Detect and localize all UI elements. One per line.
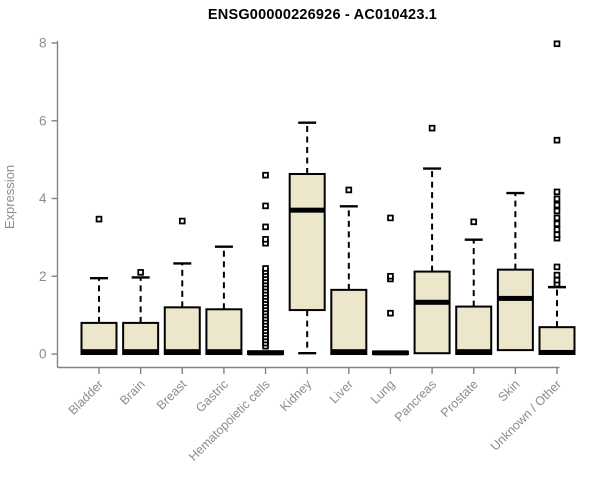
x-tick-label-gastric: Gastric: [193, 377, 231, 415]
median-line: [248, 350, 284, 356]
iqr-box: [163, 306, 201, 356]
outlier-marker: [553, 263, 561, 271]
boxplot-unknown-other: [538, 40, 576, 355]
outlier-marker: [553, 226, 561, 233]
outlier-marker: [387, 272, 394, 280]
outlier-marker: [345, 186, 353, 194]
outlier-marker: [262, 171, 269, 179]
outlier-marker: [262, 236, 269, 243]
iqr-box: [538, 326, 576, 355]
boxplot-prostate: [455, 218, 493, 356]
outlier-marker: [553, 271, 561, 279]
iqr-box: [330, 288, 368, 356]
outlier-marker: [553, 207, 561, 215]
boxplot-gastric: [205, 245, 243, 356]
median-line: [123, 349, 159, 355]
median-line: [81, 349, 117, 355]
outlier-marker: [553, 220, 561, 228]
boxplot-skin: [496, 191, 534, 352]
median-line: [289, 207, 325, 213]
median-line: [456, 349, 492, 355]
outlier-marker: [428, 124, 436, 132]
x-tick-label-kidney: Kidney: [277, 377, 314, 414]
y-tick-label-2: 2: [39, 269, 47, 284]
outlier-marker: [387, 309, 394, 317]
median-line: [164, 349, 200, 355]
outlier-marker: [553, 201, 561, 209]
boxplot-lung: [371, 214, 409, 356]
boxplot-breast: [163, 217, 201, 356]
outlier-marker: [553, 136, 561, 144]
outlier-marker: [553, 231, 561, 238]
median-line: [206, 349, 242, 355]
median-line: [414, 299, 450, 305]
y-tick-label-6: 6: [39, 113, 47, 128]
iqr-box: [205, 308, 243, 356]
x-tick-label-lung: Lung: [368, 377, 398, 407]
boxplot-kidney: [288, 121, 326, 355]
boxplot-hematopoietic-cells: [247, 171, 285, 356]
y-axis-title: Expression: [2, 165, 17, 229]
outlier-marker: [387, 214, 394, 222]
iqr-box: [288, 173, 326, 312]
chart-title: ENSG00000226926 - AC010423.1: [207, 7, 438, 23]
plot-body: 0 2 4 6 8 Bladder Brain Breast GastricHematopoie…: [39, 36, 576, 464]
iqr-box: [496, 268, 534, 352]
outlier-marker: [553, 214, 561, 222]
y-tick-label-8: 8: [39, 36, 47, 51]
x-tick-label-prostate: Prostate: [438, 377, 481, 420]
x-tick-label-liver: Liver: [327, 377, 356, 406]
x-tick-label-bladder: Bladder: [66, 377, 106, 417]
boxplot-brain: [122, 269, 160, 355]
outlier-marker: [553, 40, 561, 48]
outlier-marker: [262, 265, 269, 272]
x-tick-label-pancreas: Pancreas: [392, 377, 439, 424]
iqr-box: [455, 305, 493, 356]
outlier-marker: [262, 202, 269, 210]
x-tick-label-skin: Skin: [495, 377, 522, 404]
x-tick-label-hematopoietic-cells: Hematopoietic cells: [186, 377, 273, 464]
outlier-marker: [553, 195, 561, 203]
x-tick-label-brain: Brain: [117, 377, 148, 408]
x-tick-label-breast: Breast: [154, 377, 190, 413]
median-line: [539, 349, 575, 355]
iqr-box: [413, 270, 451, 355]
median-line: [331, 349, 367, 355]
outlier-marker: [178, 217, 186, 225]
outlier-marker: [470, 218, 478, 226]
outlier-marker: [553, 188, 561, 196]
median-line: [497, 295, 533, 301]
outlier-marker: [553, 276, 561, 284]
y-tick-label-0: 0: [39, 347, 47, 362]
boxplot-bladder: [80, 215, 118, 355]
median-line: [372, 350, 408, 356]
boxplot-pancreas: [413, 124, 451, 355]
outlier-marker: [262, 223, 269, 231]
boxplot-liver: [330, 186, 368, 356]
y-tick-label-4: 4: [39, 191, 47, 206]
x-tick-label-unknown-other: Unknown / Other: [488, 377, 564, 453]
outlier-marker: [137, 269, 144, 276]
outlier-marker: [95, 215, 103, 223]
